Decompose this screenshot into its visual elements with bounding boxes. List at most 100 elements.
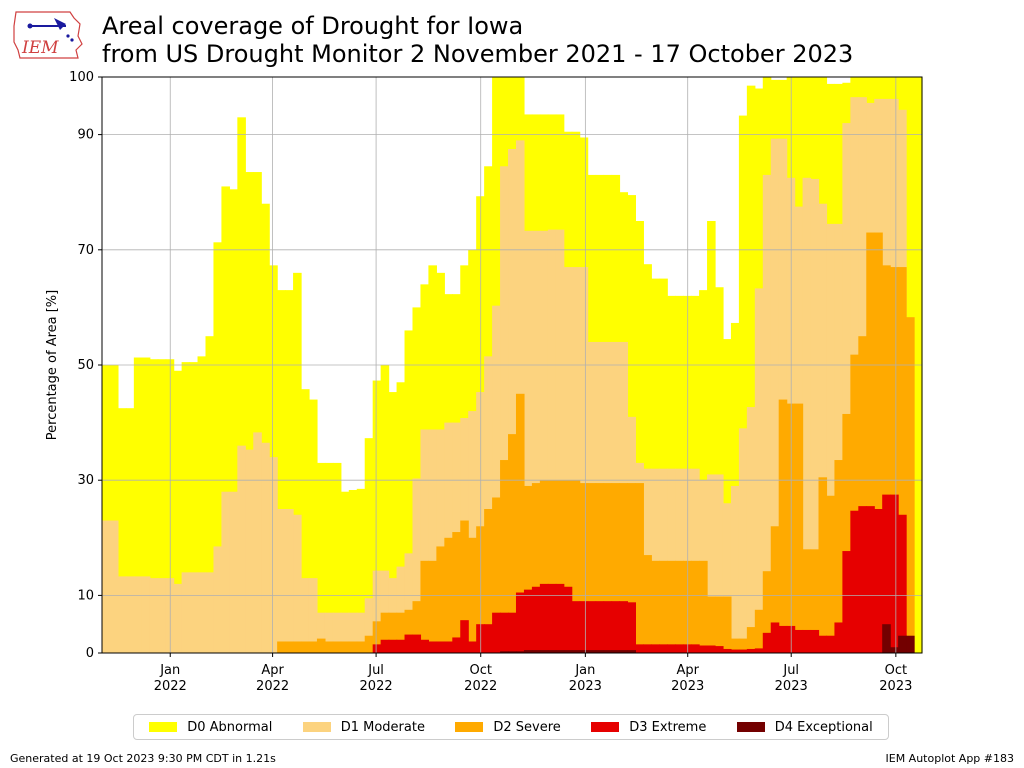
area-bar-d4 [627, 650, 636, 653]
area-bar-d0 [364, 438, 374, 653]
legend-label: D0 Abnormal [187, 719, 273, 735]
area-bar-d3 [810, 629, 820, 653]
area-bar-d1 [834, 223, 843, 653]
y-tick-label: 100 [69, 70, 94, 85]
area-bar-d1 [484, 356, 493, 653]
area-bar-d1 [715, 474, 724, 653]
area-bar-d1 [651, 468, 660, 653]
area-bar-d1 [396, 566, 406, 653]
area-bar-d1 [707, 474, 716, 653]
area-bar-d2 [699, 560, 708, 653]
area-bar-d2 [372, 621, 382, 653]
area-bar-d0 [173, 370, 183, 653]
area-bar-d3 [500, 612, 509, 653]
area-bar-d2 [722, 596, 732, 653]
x-tick-label-month: Jul [367, 663, 384, 678]
area-bar-d2 [348, 641, 358, 653]
area-bar-d3 [595, 601, 605, 653]
area-bar-d3 [738, 649, 748, 653]
area-bar-d3 [802, 629, 812, 653]
area-bar-d0 [261, 203, 270, 653]
chart-title-line-1: Areal coverage of Drought for Iowa [102, 12, 524, 40]
area-bar-d2 [810, 549, 820, 653]
area-bar-d3 [635, 644, 644, 653]
area-bar-d4 [595, 650, 605, 653]
area-bar-d0 [189, 362, 199, 653]
area-bar-d2 [563, 480, 573, 653]
area-bar-d1 [404, 553, 414, 653]
area-bar-d3 [770, 622, 780, 653]
area-bar-d1 [141, 576, 151, 653]
area-bar-d1 [563, 267, 573, 653]
x-tick-label-month: Jul [782, 663, 799, 678]
iem-logo: IEM [13, 11, 83, 59]
legend-item-d3: D3 Extreme [591, 720, 706, 735]
area-bar-d0 [404, 330, 414, 653]
area-bar-d2 [277, 641, 286, 653]
area-bar-d1 [277, 509, 286, 653]
area-bar-d4 [539, 650, 549, 653]
y-axis-label: Percentage of Area [%] [45, 290, 60, 440]
area-bar-d1 [109, 520, 119, 653]
area-bar-d3 [396, 639, 406, 653]
area-bar-d2 [571, 480, 581, 653]
area-bar-d1 [555, 229, 565, 653]
area-bar-d3 [508, 612, 517, 653]
area-bar-d0 [348, 489, 358, 653]
area-bar-d3 [412, 634, 422, 653]
area-bar-d2 [778, 399, 788, 653]
area-bar-d3 [619, 601, 629, 653]
chart-title: Areal coverage of Drought for Iowa from … [102, 12, 853, 68]
area-bar-d2 [643, 555, 652, 653]
area-bar-d3 [874, 509, 883, 653]
area-bar-d4 [547, 650, 557, 653]
area-bar-d3 [882, 494, 891, 653]
area-bar-d1 [842, 123, 851, 653]
logo-text: IEM [21, 38, 59, 58]
area-bar-d0 [380, 365, 390, 653]
area-bar-d3 [691, 644, 700, 653]
area-bar-d1 [117, 576, 127, 653]
area-bar-d4 [882, 624, 891, 653]
area-bar-d0 [659, 278, 668, 653]
area-bar-d0 [149, 359, 159, 653]
area-bar-d1 [372, 570, 382, 653]
area-bar-d1 [826, 223, 836, 653]
area-bar-d1 [157, 578, 167, 653]
x-tick-label-year: 2022 [154, 679, 187, 694]
area-bar-d1 [324, 612, 334, 653]
area-bar-d1 [102, 520, 111, 653]
area-bar-d1 [149, 578, 159, 653]
area-bar-d2 [380, 612, 390, 653]
area-bar-d1 [659, 468, 668, 653]
area-bar-d4 [508, 651, 517, 653]
legend-swatch [149, 722, 178, 732]
area-bar-d2 [484, 509, 493, 653]
area-bar-d3 [667, 644, 676, 653]
area-bar-d2 [587, 483, 597, 653]
area-bar-d1 [691, 468, 700, 653]
area-bar-d3 [754, 648, 764, 653]
area-bar-d2 [492, 497, 501, 653]
area-bar-d3 [555, 583, 565, 653]
area-bar-d4 [500, 651, 509, 653]
area-bar-d0 [722, 339, 732, 653]
area-bar-d0 [301, 389, 310, 653]
area-bar-d2 [906, 317, 915, 653]
area-bar-d3 [492, 612, 501, 653]
area-bar-d3 [523, 589, 533, 653]
area-bar-d1 [245, 449, 254, 653]
area-bar-d1 [508, 149, 517, 653]
area-bar-d0 [213, 242, 223, 653]
area-bar-d1 [547, 229, 557, 653]
area-bar-d1 [412, 478, 422, 653]
area-bar-d3 [611, 601, 621, 653]
area-bar-d4 [890, 647, 899, 653]
area-bar-d1 [762, 174, 772, 654]
x-tick-label-month: Oct [885, 663, 907, 678]
area-bar-d2 [834, 460, 843, 653]
area-bar-d2 [874, 232, 883, 653]
area-bar-d4 [906, 635, 915, 653]
area-bar-d1 [269, 457, 278, 653]
